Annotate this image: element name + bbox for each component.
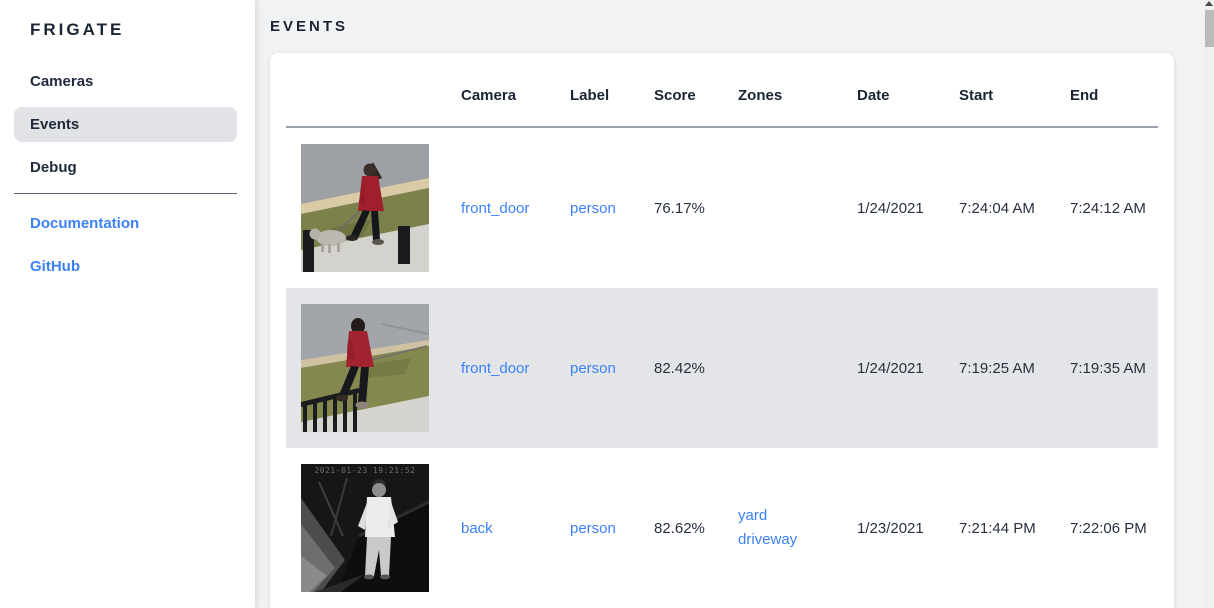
table-header-row: Camera Label Score Zones Date Start End [286,53,1158,128]
start-value: 7:19:25 AM [959,359,1035,377]
zones-cell [738,127,857,288]
zone-link[interactable]: yard [738,507,768,524]
sidebar-link-documentation[interactable]: Documentation [30,215,140,232]
sidebar: FRIGATE Cameras Events Debug Documentati… [0,0,255,608]
sidebar-link-github[interactable]: GitHub [30,258,80,275]
sidebar-divider [14,193,237,194]
score-value: 76.17% [654,199,705,217]
events-card: Camera Label Score Zones Date Start End [270,53,1174,608]
zones-cell: yard driveway [738,448,857,608]
main-content: EVENTS Camera Label Score Zones Date Sta… [255,0,1214,608]
col-header-date: Date [857,53,959,128]
scrollbar-up-arrow-icon[interactable] [1204,0,1214,9]
label-link[interactable]: person [570,199,616,217]
date-value: 1/23/2021 [857,519,924,537]
event-thumbnail-person-night-ir[interactable]: 2021-01-23 19:21:52 [301,464,429,592]
camera-link[interactable]: front_door [461,199,530,217]
table-row[interactable]: 2021-01-23 19:21:52 back person 82.62% y… [286,448,1158,608]
event-thumbnail-person-red-coat-dog[interactable] [301,144,429,272]
sidebar-nav: Cameras Events Debug Documentation GitHu… [0,64,255,284]
end-value: 7:22:06 PM [1070,519,1147,537]
score-value: 82.62% [654,519,705,537]
camera-link[interactable]: front_door [461,359,530,377]
col-header-label: Label [570,53,654,128]
label-link[interactable]: person [570,359,616,377]
sidebar-item-debug[interactable]: Debug [30,159,77,176]
col-header-thumbnail [286,53,461,128]
table-row[interactable]: front_door person 76.17% 1/24/2021 7:24:… [286,127,1158,288]
event-thumbnail-person-red-hoodie[interactable] [301,304,429,432]
score-value: 82.42% [654,359,705,377]
label-link[interactable]: person [570,519,616,537]
start-value: 7:21:44 PM [959,519,1036,537]
col-header-score: Score [654,53,738,128]
end-value: 7:19:35 AM [1070,359,1146,377]
end-value: 7:24:12 AM [1070,199,1146,217]
sidebar-item-cameras[interactable]: Cameras [30,73,94,90]
page-title: EVENTS [270,18,349,35]
app-logo: FRIGATE [30,20,125,39]
sidebar-item-events[interactable]: Events [14,107,237,142]
camera-osd-timestamp: 2021-01-23 19:21:52 [314,466,415,475]
col-header-start: Start [959,53,1070,128]
start-value: 7:24:04 AM [959,199,1035,217]
col-header-camera: Camera [461,53,570,128]
page-scrollbar[interactable] [1204,0,1214,608]
scrollbar-thumb[interactable] [1205,10,1214,47]
col-header-end: End [1070,53,1158,128]
events-table: Camera Label Score Zones Date Start End [286,53,1158,608]
zones-cell [738,288,857,448]
col-header-zones: Zones [738,53,857,128]
date-value: 1/24/2021 [857,199,924,217]
date-value: 1/24/2021 [857,359,924,377]
table-row-selected[interactable]: front_door person 82.42% 1/24/2021 7:19:… [286,288,1158,448]
zone-link[interactable]: driveway [738,531,798,548]
camera-link[interactable]: back [461,519,493,537]
